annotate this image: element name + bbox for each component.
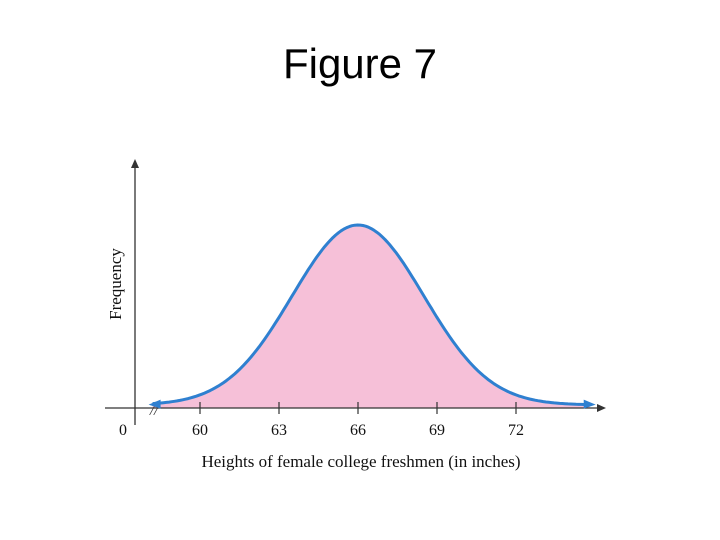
- area-fill: [152, 225, 590, 408]
- x-axis-arrowhead: [597, 404, 606, 412]
- x-tick-label: 69: [429, 422, 445, 439]
- slide-title: Figure 7: [282, 40, 438, 87]
- curve-right-arrowhead: [583, 399, 596, 409]
- x-tick-label: 60: [192, 422, 208, 439]
- distribution-curve: [152, 223, 590, 407]
- x-axis-label: Heights of female college freshmen (in i…: [201, 452, 520, 471]
- axis-break-mark: //: [149, 403, 160, 419]
- x-tick-label: 72: [508, 422, 524, 439]
- y-axis-label: Frequency: [106, 248, 125, 320]
- x-tick-label: 66: [350, 422, 366, 439]
- curve-left-arrowhead: [148, 399, 161, 409]
- origin-label: 0: [119, 422, 127, 439]
- x-tick-label: 63: [271, 422, 287, 439]
- y-axis-arrowhead: [131, 159, 139, 168]
